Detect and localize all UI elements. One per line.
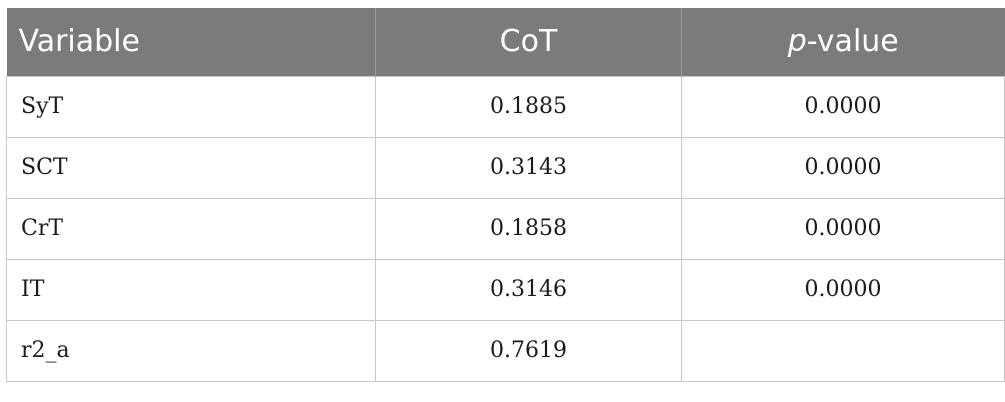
cell-p-value: 0.0000 [681,197,1005,260]
cell-variable: SCT [6,136,376,199]
table-row: SyT 0.1885 0.0000 [6,75,1005,138]
cell-p-value [681,319,1005,382]
cell-p-value: 0.0000 [681,258,1005,321]
table-row: IT 0.3146 0.0000 [6,258,1005,321]
results-table-container: Variable CoT p-value SyT 0.1885 0.0000 S… [6,8,1005,382]
table-row: r2_a 0.7619 [6,319,1005,382]
cell-p-value: 0.0000 [681,136,1005,199]
cell-cot: 0.3143 [375,136,682,199]
cell-variable: CrT [6,197,376,260]
header-p-rest: -value [806,24,899,60]
results-table: Variable CoT p-value SyT 0.1885 0.0000 S… [6,8,1005,382]
cell-cot: 0.1858 [375,197,682,260]
cell-variable: IT [6,258,376,321]
header-row: Variable CoT p-value [6,8,1005,76]
table-body: SyT 0.1885 0.0000 SCT 0.3143 0.0000 CrT … [6,75,1005,382]
cell-p-value: 0.0000 [681,75,1005,138]
cell-variable: SyT [6,75,376,138]
cell-cot: 0.7619 [375,319,682,382]
table-header: Variable CoT p-value [6,8,1005,76]
header-p-value: p-value [681,8,1005,76]
cell-variable: r2_a [6,319,376,382]
header-cot: CoT [375,8,682,76]
header-variable: Variable [18,24,140,60]
cell-cot: 0.3146 [375,258,682,321]
table-row: CrT 0.1858 0.0000 [6,197,1005,260]
cell-cot: 0.1885 [375,75,682,138]
table-row: SCT 0.3143 0.0000 [6,136,1005,199]
header-p-italic: p [787,24,807,60]
